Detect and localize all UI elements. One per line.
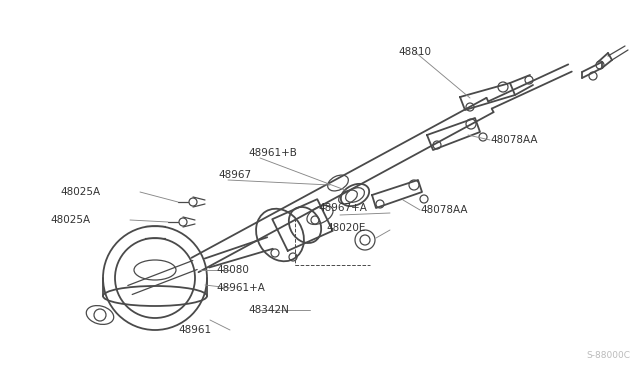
Text: S-88000C: S-88000C <box>586 351 630 360</box>
Text: 48967: 48967 <box>218 170 251 180</box>
Text: 48961: 48961 <box>178 325 211 335</box>
Text: 48967+A: 48967+A <box>318 203 367 213</box>
Text: 48078AA: 48078AA <box>420 205 467 215</box>
Text: 48025A: 48025A <box>60 187 100 197</box>
Text: 48810: 48810 <box>398 47 431 57</box>
Text: 48078AA: 48078AA <box>490 135 538 145</box>
Text: 48342N: 48342N <box>248 305 289 315</box>
Text: 48961+A: 48961+A <box>216 283 265 293</box>
Text: 48025A: 48025A <box>50 215 90 225</box>
Text: 48961+B: 48961+B <box>248 148 297 158</box>
Text: 48080: 48080 <box>216 265 249 275</box>
Text: 48020E: 48020E <box>326 223 365 233</box>
